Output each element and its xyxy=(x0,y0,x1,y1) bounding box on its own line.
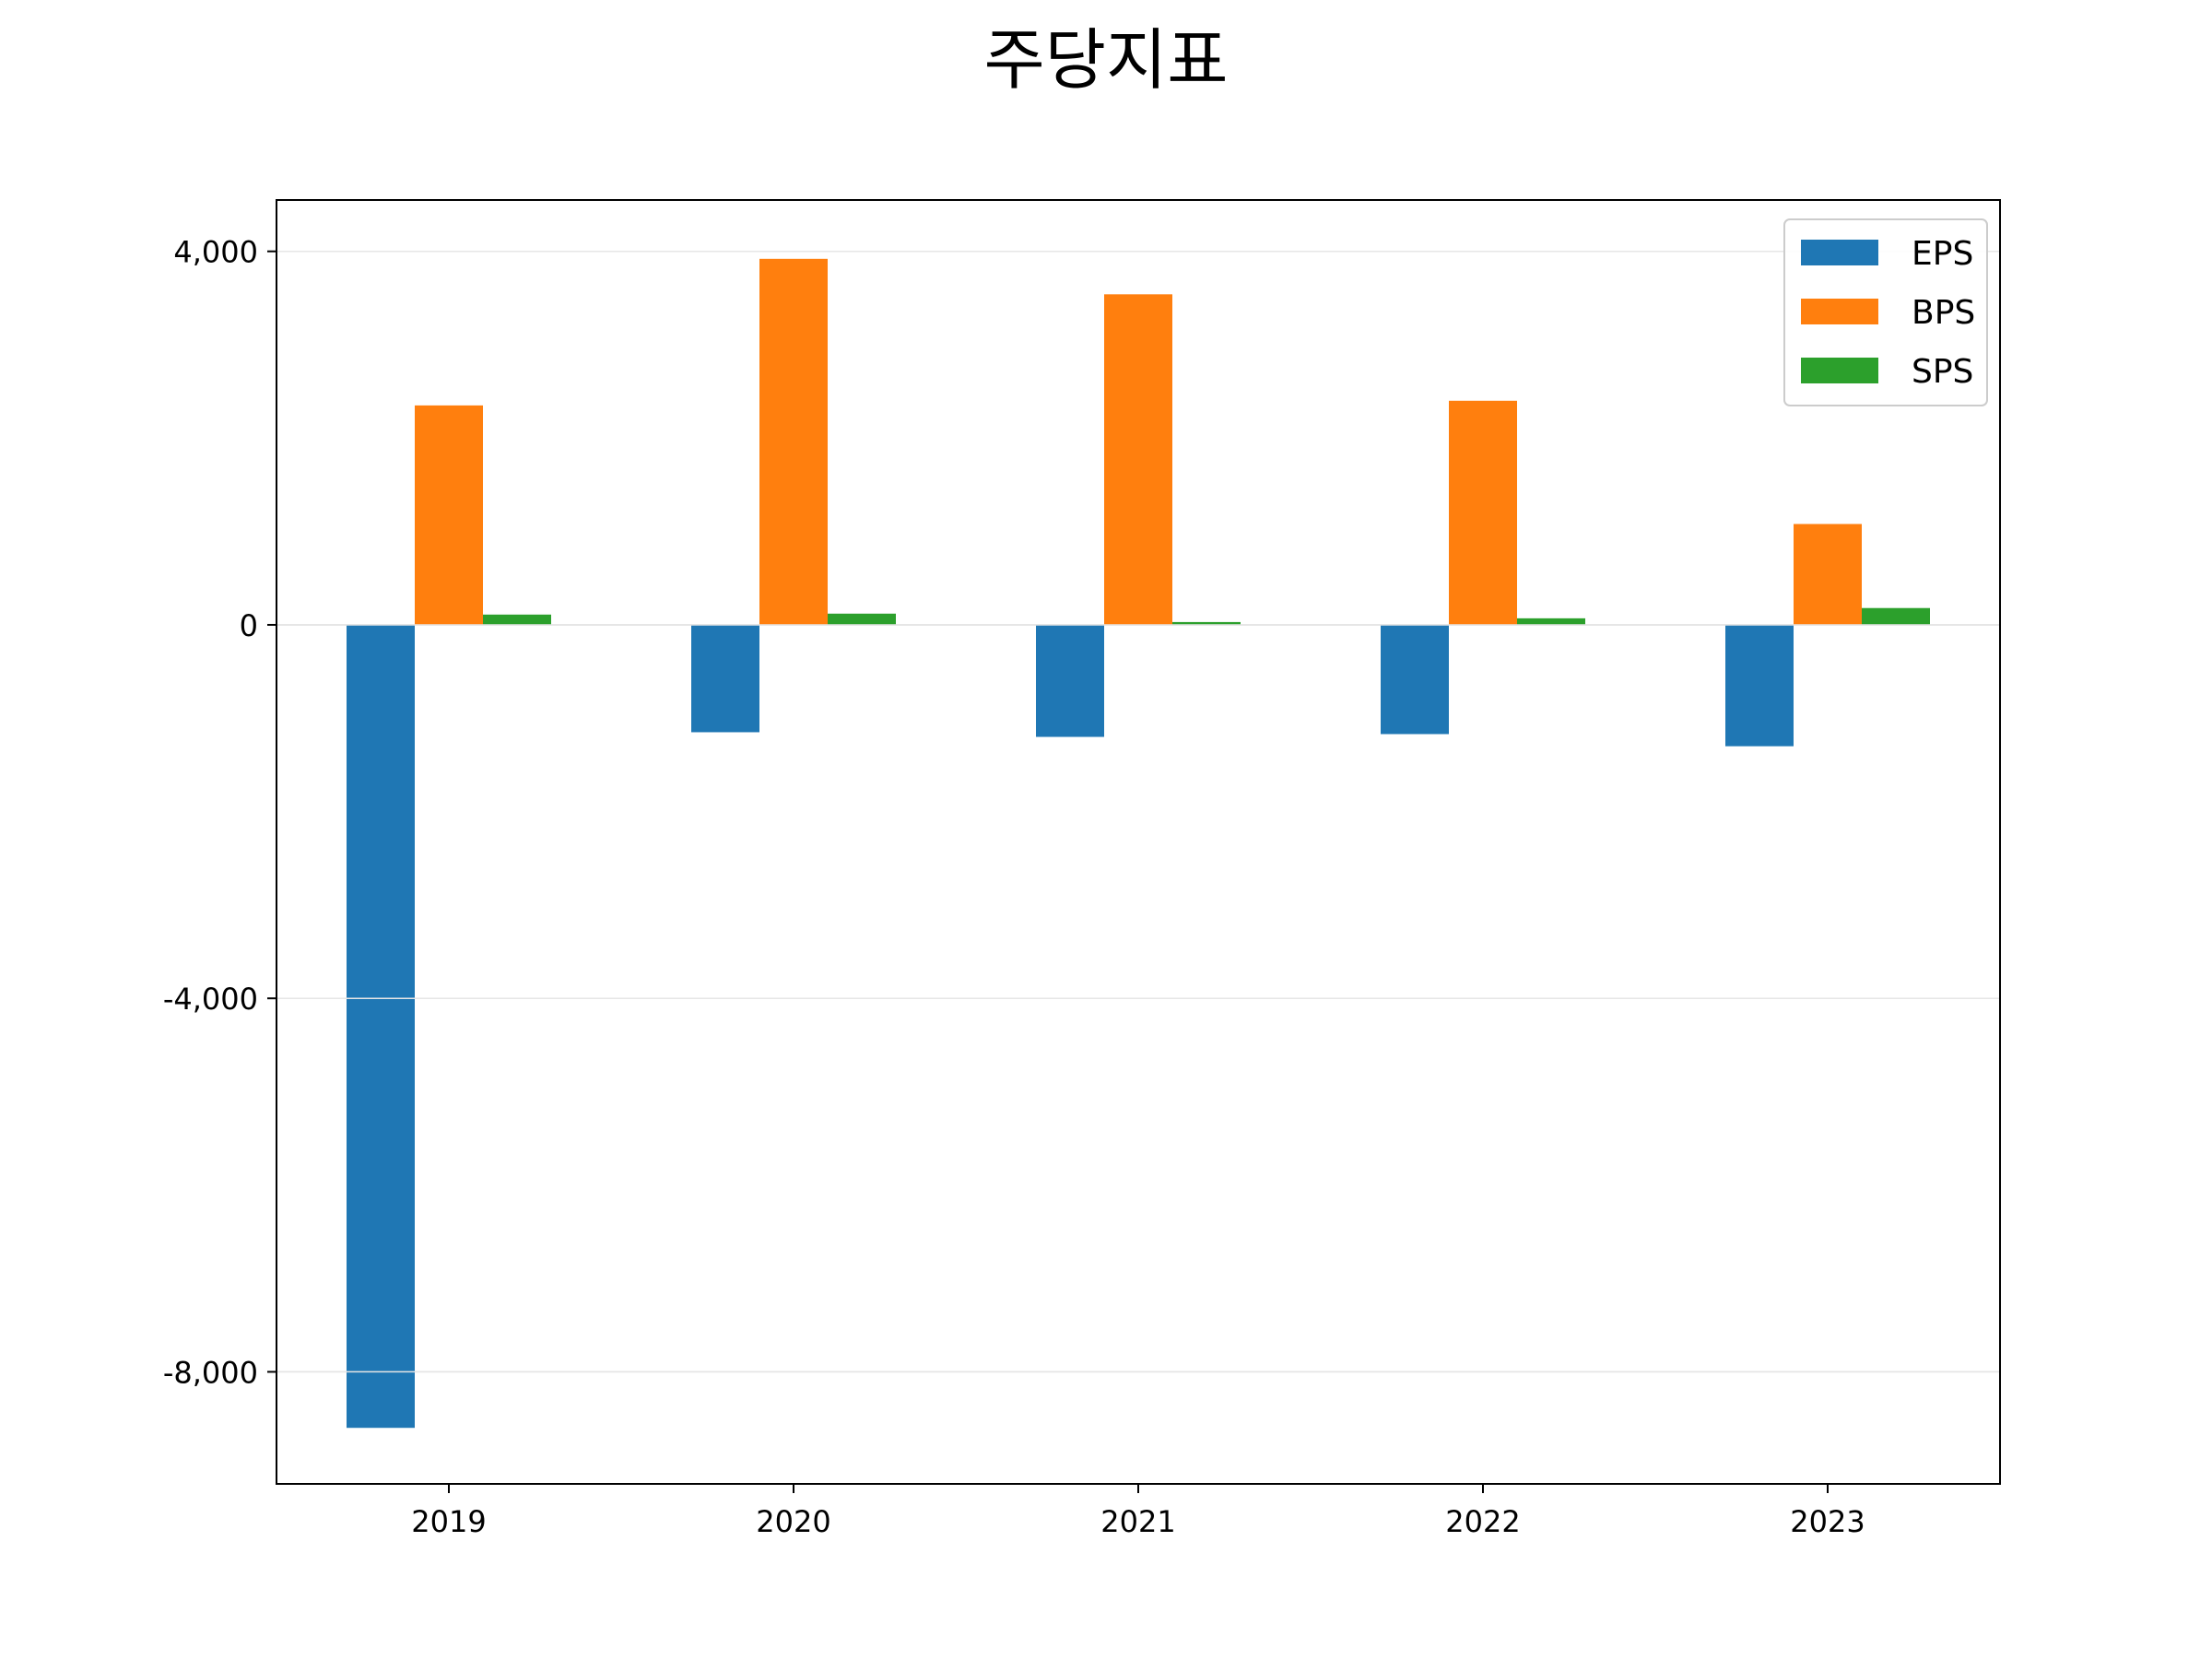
bar-bps-2022 xyxy=(1449,400,1517,625)
legend-swatch-sps xyxy=(1801,358,1878,383)
legend-label-bps: BPS xyxy=(1912,294,1975,332)
bar-bps-2019 xyxy=(415,405,483,625)
legend-swatch-eps xyxy=(1801,240,1878,265)
y-tick-label: 4,000 xyxy=(173,235,258,270)
x-tick-label: 2019 xyxy=(411,1504,486,1539)
bar-eps-2023 xyxy=(1725,624,1794,747)
y-tick-label: -8,000 xyxy=(163,1355,258,1390)
bar-bps-2023 xyxy=(1794,524,1862,625)
bar-bps-2020 xyxy=(759,258,828,625)
x-tick-label: 2021 xyxy=(1100,1504,1175,1539)
x-tick-label: 2023 xyxy=(1790,1504,1865,1539)
bar-eps-2019 xyxy=(347,624,415,1429)
legend-label-eps: EPS xyxy=(1912,235,1973,273)
bar-sps-2022 xyxy=(1517,618,1585,625)
bar-sps-2019 xyxy=(483,614,551,625)
bar-eps-2021 xyxy=(1036,624,1104,737)
bar-sps-2021 xyxy=(1172,621,1241,625)
bar-sps-2020 xyxy=(828,613,896,625)
legend: EPS BPS SPS xyxy=(1783,218,1988,406)
bar-eps-2020 xyxy=(691,624,759,733)
bar-bps-2021 xyxy=(1104,294,1172,625)
bar-eps-2022 xyxy=(1381,624,1449,735)
bars xyxy=(276,250,2000,1429)
x-tick-label: 2022 xyxy=(1445,1504,1520,1539)
x-tick-label: 2020 xyxy=(756,1504,830,1539)
y-tick-label: 0 xyxy=(240,608,258,643)
y-tick-label: -4,000 xyxy=(163,982,258,1017)
legend-swatch-bps xyxy=(1801,299,1878,324)
axes: 4,000 0 -4,000 -8,000 2019 2020 2021 2022 2023 xyxy=(163,199,2001,1539)
chart-title: 주당지표 xyxy=(984,21,1229,99)
legend-label-sps: SPS xyxy=(1912,353,1973,391)
bar-sps-2023 xyxy=(1862,607,1930,625)
